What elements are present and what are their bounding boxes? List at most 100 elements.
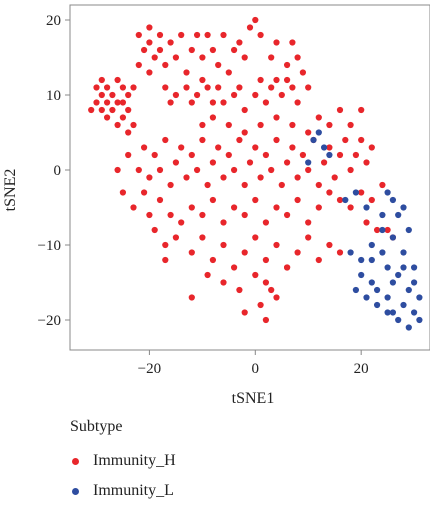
point-immunity-l: [400, 249, 407, 256]
point-immunity-h: [294, 54, 301, 61]
point-immunity-h: [294, 196, 301, 204]
point-immunity-h: [199, 211, 206, 219]
point-immunity-h: [172, 159, 179, 166]
point-immunity-h: [315, 114, 322, 121]
point-immunity-h: [162, 136, 169, 144]
point-immunity-h: [209, 196, 216, 204]
point-immunity-h: [331, 174, 338, 181]
point-immunity-h: [336, 106, 344, 114]
point-immunity-h: [315, 256, 322, 264]
point-immunity-h: [167, 99, 174, 106]
point-immunity-h: [178, 219, 185, 226]
point-immunity-h: [215, 144, 222, 151]
point-immunity-h: [289, 39, 296, 46]
point-immunity-h: [326, 144, 333, 151]
point-immunity-h: [257, 76, 264, 84]
point-immunity-h: [125, 151, 132, 159]
point-immunity-l: [411, 279, 418, 286]
point-immunity-l: [321, 144, 328, 151]
point-immunity-h: [336, 249, 344, 256]
point-immunity-h: [141, 46, 148, 54]
point-immunity-h: [194, 166, 201, 174]
point-immunity-h: [374, 226, 381, 234]
point-immunity-h: [326, 241, 333, 249]
point-immunity-h: [326, 189, 333, 196]
point-immunity-h: [225, 121, 232, 129]
point-immunity-h: [262, 151, 269, 159]
point-immunity-h: [156, 46, 164, 54]
point-immunity-h: [315, 181, 322, 189]
point-immunity-h: [172, 54, 179, 61]
point-immunity-h: [252, 91, 259, 99]
point-immunity-h: [119, 189, 126, 196]
point-immunity-h: [368, 196, 375, 204]
point-immunity-l: [363, 204, 370, 211]
point-immunity-h: [109, 91, 116, 99]
point-immunity-h: [236, 286, 243, 294]
point-immunity-h: [188, 99, 195, 106]
point-immunity-h: [262, 316, 269, 324]
point-immunity-l: [400, 204, 407, 211]
point-immunity-h: [135, 31, 142, 39]
point-immunity-h: [305, 166, 312, 174]
point-immunity-l: [326, 151, 333, 159]
point-immunity-h: [305, 234, 312, 241]
x-axis-title: tSNE1: [232, 390, 275, 407]
y-tick-label: −20: [38, 313, 61, 329]
point-immunity-h: [347, 204, 354, 211]
y-tick-label: 10: [46, 88, 61, 104]
point-immunity-l: [389, 309, 396, 316]
point-immunity-l: [400, 301, 407, 309]
point-immunity-h: [178, 144, 185, 151]
point-immunity-h: [199, 76, 206, 84]
point-immunity-h: [93, 99, 100, 106]
point-immunity-h: [220, 174, 227, 181]
point-immunity-h: [358, 136, 365, 144]
point-immunity-h: [299, 69, 306, 76]
point-immunity-h: [130, 121, 137, 129]
point-immunity-h: [262, 99, 269, 106]
point-immunity-h: [231, 204, 238, 211]
point-immunity-l: [405, 286, 412, 294]
point-immunity-h: [358, 106, 365, 114]
point-immunity-h: [236, 136, 243, 144]
point-immunity-h: [135, 166, 142, 174]
point-immunity-h: [204, 84, 211, 91]
point-immunity-h: [199, 136, 206, 144]
point-immunity-l: [384, 189, 391, 196]
point-immunity-h: [241, 211, 248, 219]
point-immunity-h: [167, 211, 174, 219]
point-immunity-h: [188, 46, 195, 54]
point-immunity-h: [125, 129, 132, 136]
legend: Subtype Immunity_H Immunity_L: [70, 418, 176, 506]
point-immunity-l: [352, 286, 359, 294]
point-immunity-h: [156, 166, 164, 174]
point-immunity-l: [315, 129, 322, 136]
point-immunity-h: [209, 256, 216, 264]
point-immunity-h: [135, 61, 142, 69]
point-immunity-l: [416, 316, 423, 324]
point-immunity-h: [204, 31, 211, 39]
point-immunity-l: [395, 316, 402, 324]
point-immunity-h: [114, 99, 121, 106]
point-immunity-l: [310, 136, 317, 144]
point-immunity-h: [172, 234, 179, 241]
point-immunity-h: [268, 84, 275, 91]
point-immunity-h: [162, 61, 169, 69]
point-immunity-h: [273, 39, 280, 46]
point-immunity-l: [368, 256, 375, 264]
point-immunity-h: [194, 91, 201, 99]
point-immunity-h: [252, 234, 259, 241]
point-immunity-h: [167, 181, 174, 189]
point-immunity-h: [204, 181, 211, 189]
point-immunity-h: [231, 264, 238, 271]
plot-frame: [69, 4, 430, 351]
point-immunity-h: [188, 249, 195, 256]
point-immunity-h: [305, 129, 312, 136]
y-axis-ticks: 20 10 0 −10 −20: [38, 13, 70, 329]
point-immunity-h: [151, 226, 158, 234]
point-immunity-h: [257, 301, 264, 309]
point-immunity-h: [146, 39, 153, 46]
point-immunity-h: [88, 106, 95, 114]
point-immunity-h: [199, 234, 206, 241]
